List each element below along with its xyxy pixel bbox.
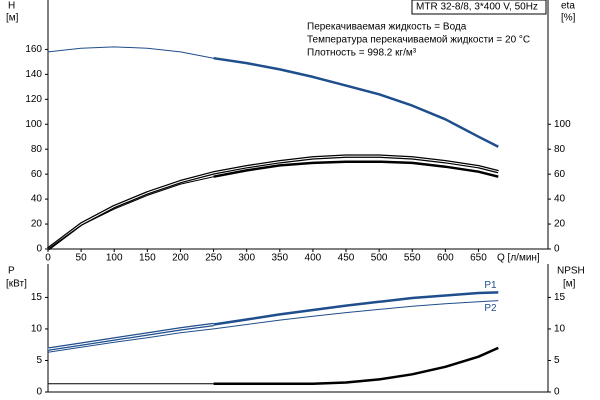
title-box — [411, 0, 547, 15]
y-axis-unit: [м] — [6, 13, 19, 24]
x-tick-label: 450 — [338, 253, 355, 264]
x-tick-label: 500 — [371, 253, 388, 264]
series-line — [213, 291, 499, 326]
y2-tick-label: 40 — [554, 194, 566, 205]
y-tick-label: 15 — [31, 292, 43, 303]
x-tick-label: 200 — [172, 253, 189, 264]
y-tick-label: 160 — [25, 44, 42, 55]
y-tick-label: 80 — [31, 144, 43, 155]
y2-tick-label: 0 — [554, 244, 560, 255]
y2-tick-label: 80 — [554, 144, 566, 155]
series-line — [47, 300, 499, 353]
series-line — [213, 160, 499, 178]
series-line — [213, 56, 499, 148]
y2-axis-unit: [%] — [561, 13, 576, 24]
x-axis-label: Q [л/мин] — [497, 253, 540, 264]
y-tick-label: 5 — [36, 355, 42, 366]
x-tick-label: 400 — [305, 253, 322, 264]
y-tick-label: 140 — [25, 69, 42, 80]
x-tick-label: 250 — [205, 253, 222, 264]
y-tick-label: 0 — [36, 387, 42, 398]
y2-tick-label: 5 — [554, 355, 560, 366]
x-tick-label: 350 — [271, 253, 288, 264]
series-line — [46, 154, 499, 251]
y2-tick-label: 15 — [554, 292, 566, 303]
y-axis-label: P — [8, 266, 15, 277]
x-tick-label: 50 — [76, 253, 88, 264]
x-tick-label: 600 — [437, 253, 454, 264]
y-axis-unit: [кВт] — [6, 279, 27, 290]
annotation: Температура перекачиваемой жидкости = 20… — [307, 35, 530, 46]
y2-tick-label: 100 — [554, 119, 571, 130]
y-tick-label: 20 — [31, 219, 43, 230]
chart-title: MTR 32-8/8, 3*400 V, 50Hz — [416, 2, 538, 13]
series-line — [47, 324, 214, 350]
x-tick-label: 550 — [404, 253, 421, 264]
y-tick-label: 100 — [25, 119, 42, 130]
x-tick-label: 650 — [470, 253, 487, 264]
y2-tick-label: 60 — [554, 169, 566, 180]
y-tick-label: 60 — [31, 169, 43, 180]
x-tick-label: 0 — [45, 253, 51, 264]
y2-tick-label: 0 — [554, 387, 560, 398]
annotation: Плотность = 998.2 кг/м³ — [307, 48, 417, 59]
y2-tick-label: 20 — [554, 219, 566, 230]
series-line — [47, 46, 214, 59]
series-line — [47, 155, 499, 250]
x-tick-label: 300 — [238, 253, 255, 264]
y-tick-label: 10 — [31, 324, 43, 335]
y2-axis-label: eta — [561, 1, 575, 12]
y2-axis-unit: [м] — [563, 279, 576, 290]
y-axis-label: H — [8, 1, 15, 12]
y-tick-label: 40 — [31, 194, 43, 205]
annotation: Перекачиваемая жидкость = Вода — [307, 22, 467, 33]
x-tick-label: 150 — [139, 253, 156, 264]
series-label: P1 — [484, 280, 497, 291]
x-tick-label: 100 — [106, 253, 123, 264]
series-line — [47, 176, 214, 250]
series-line — [213, 346, 499, 386]
y2-tick-label: 10 — [554, 324, 566, 335]
y-tick-label: 120 — [25, 94, 42, 105]
y2-axis-label: NPSH — [557, 266, 585, 277]
y-tick-label: 0 — [36, 244, 42, 255]
series-label: P2 — [484, 303, 497, 314]
